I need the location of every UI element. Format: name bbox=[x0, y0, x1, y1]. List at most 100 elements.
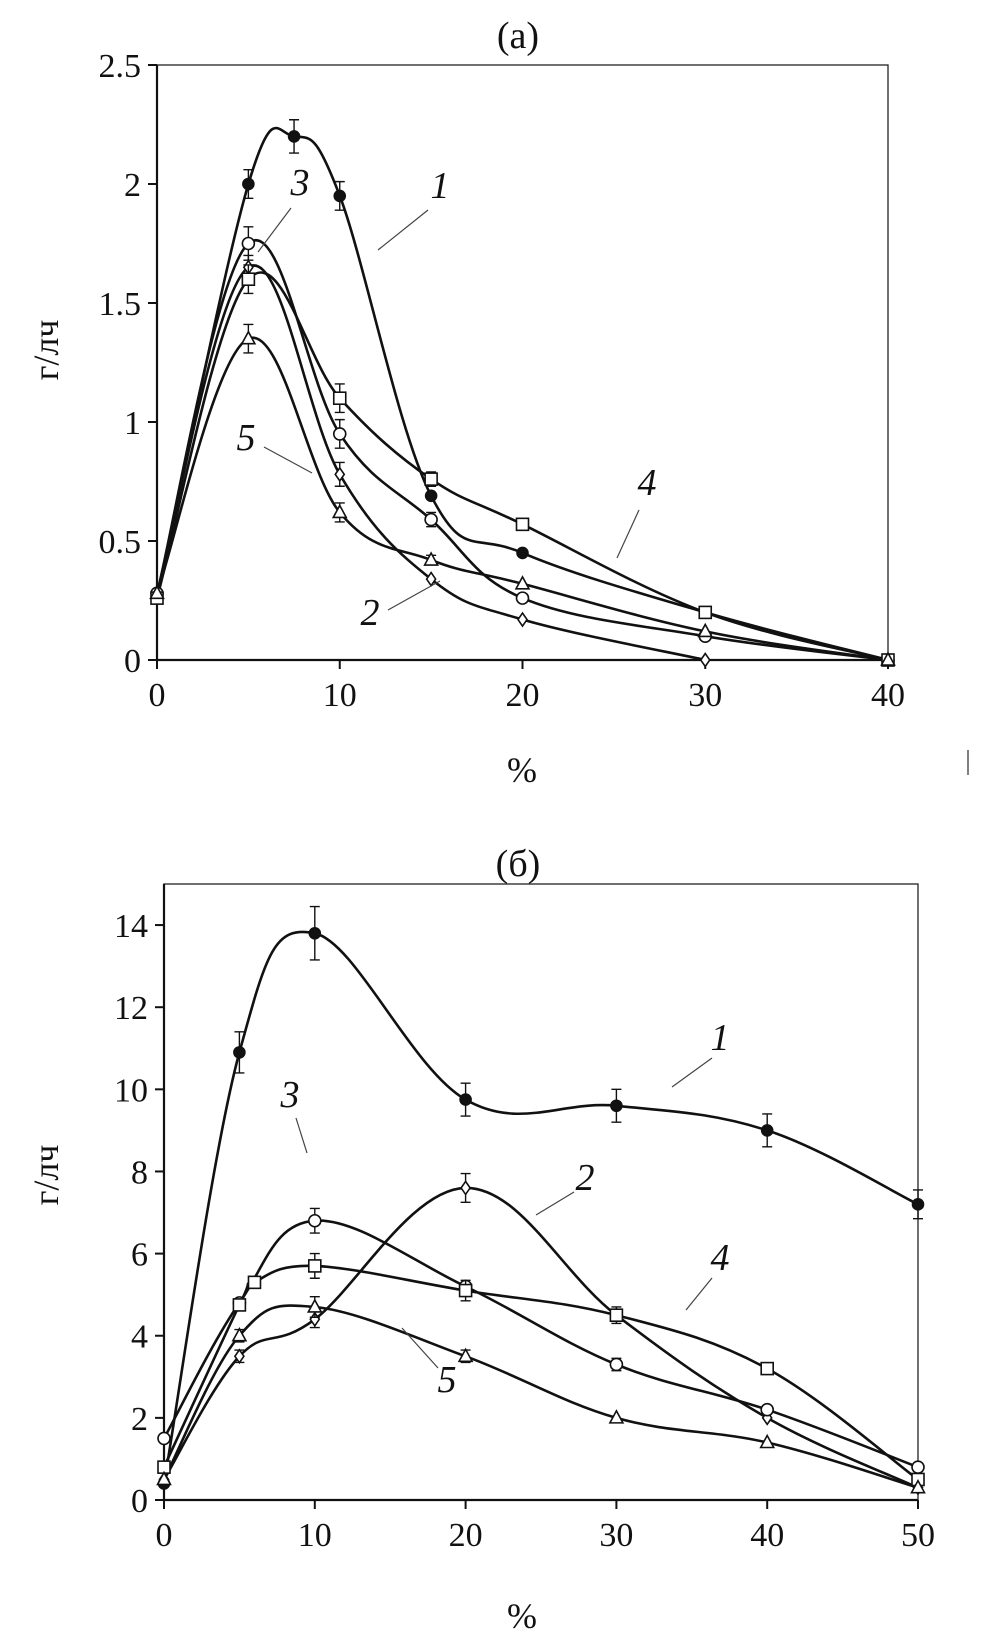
panel-a-series-3-point bbox=[515, 591, 530, 605]
panel-b-x-tick-label: 50 bbox=[901, 1517, 935, 1554]
panel-a-series-1-point bbox=[516, 546, 529, 560]
panel-a-series-5-point bbox=[240, 330, 257, 345]
panel-b-series-5-leader bbox=[401, 1327, 439, 1369]
panel-a-series-4-label: 4 bbox=[638, 462, 657, 504]
panel-b-series-1-point bbox=[760, 1124, 774, 1137]
panel-b-x-tick-label: 30 bbox=[599, 1517, 633, 1554]
panel-b-y-tick-label: 6 bbox=[131, 1237, 148, 1274]
panel-b-x-axis-label: % bbox=[507, 1596, 537, 1636]
panel-a-series-5-point bbox=[149, 584, 165, 600]
panel-b-series-3-point bbox=[157, 1431, 171, 1446]
panel-a-series-2-point bbox=[517, 611, 528, 628]
panel-a-series-3-leader bbox=[257, 207, 292, 253]
panel-a-series-2-label: 2 bbox=[361, 592, 380, 634]
panel-b-series-4-line bbox=[162, 1264, 919, 1481]
panel-b-series-2-point bbox=[233, 1348, 245, 1365]
panel-b-series-1-point bbox=[459, 1093, 472, 1106]
panel-a-series-4-leader bbox=[616, 509, 640, 559]
panel-a-series-1-point bbox=[287, 130, 301, 143]
panel-b-series-1-point bbox=[233, 1046, 246, 1059]
panel-b-series-4-point bbox=[609, 1308, 624, 1322]
panel-b-series-5-point bbox=[910, 1479, 926, 1494]
panel-b-series-2-point bbox=[460, 1179, 472, 1196]
panel-b-series-5-point bbox=[306, 1298, 323, 1313]
panel-a-y-tick-label: 0.5 bbox=[99, 524, 142, 561]
panel-a-series-4-point bbox=[515, 517, 530, 532]
panel-a-series-3-label: 3 bbox=[290, 162, 310, 204]
panel-b-series-5-point bbox=[156, 1470, 172, 1486]
panel-a-series-5-point bbox=[331, 503, 348, 519]
panel-b-y-tick-label: 2 bbox=[131, 1401, 148, 1438]
panel-b-series-1-point bbox=[610, 1099, 623, 1113]
panel-a-label: (а) bbox=[497, 15, 539, 57]
panel-b-series-5-point bbox=[457, 1347, 474, 1363]
panel-a-series-3-point bbox=[424, 512, 438, 527]
panel-a-x-tick-label: 30 bbox=[688, 677, 722, 714]
panel-a-y-axis-label: г/лч bbox=[26, 320, 66, 381]
panel-b-series-3-point bbox=[307, 1213, 322, 1228]
panel-b-frame bbox=[163, 883, 919, 1501]
panel-b-y-axis-label: г/лч bbox=[26, 1145, 66, 1206]
panel-a-series-1-point bbox=[242, 177, 255, 191]
panel-a-series-5-point bbox=[423, 551, 439, 566]
panel-a-series-4-point bbox=[698, 605, 713, 620]
panel-b-series-5-point bbox=[231, 1327, 248, 1342]
panel-a-series-1-label: 1 bbox=[431, 165, 450, 207]
panel-a-series-3-point bbox=[332, 427, 347, 441]
panel-a-y-tick-label: 1.5 bbox=[99, 286, 142, 323]
panel-b-series-4-point bbox=[760, 1361, 775, 1376]
panel-a-y-tick-label: 1 bbox=[124, 405, 141, 442]
panel-a-series-1-point bbox=[333, 189, 347, 203]
panel-b-x-tick-label: 40 bbox=[750, 1517, 784, 1554]
chart-panel-a: (а) г/лч % 0 10 20 30 40 0 0.5 1 1.5 2 2.5 1 2 3 4 5 bbox=[26, 15, 905, 790]
panel-a-series-2-point bbox=[699, 652, 711, 668]
panel-a-series-2-line bbox=[155, 264, 706, 662]
panel-b-series-3-point bbox=[760, 1402, 775, 1417]
panel-b-series-3-line bbox=[162, 1219, 919, 1469]
panel-a-series-4-point bbox=[424, 472, 438, 486]
panel-b-series-4-label: 4 bbox=[711, 1237, 730, 1279]
panel-a-y-tick-label: 2 bbox=[124, 167, 141, 204]
panel-b-series-2-leader bbox=[535, 1191, 575, 1216]
panel-a-series-5-point bbox=[697, 622, 714, 638]
panel-a-series-4-point bbox=[241, 272, 256, 287]
panel-b-series-3-point bbox=[609, 1357, 624, 1372]
panel-b-series-4-point bbox=[307, 1259, 322, 1273]
panel-a-x-axis-label: % bbox=[507, 750, 537, 790]
panel-a-series-3-point bbox=[241, 236, 256, 251]
panel-a-y-tick-label: 2.5 bbox=[99, 48, 142, 85]
panel-b-series-5-point bbox=[759, 1433, 776, 1449]
panel-b-series-5-label: 5 bbox=[438, 1359, 457, 1401]
panel-b-y-tick-label: 0 bbox=[131, 1483, 148, 1520]
panel-b-series-4-point bbox=[458, 1283, 473, 1298]
panel-b-label: (б) bbox=[496, 843, 541, 885]
panel-b-series-2-line bbox=[162, 1186, 919, 1489]
panel-b-series-1-label: 1 bbox=[711, 1017, 730, 1059]
panel-a-series-5-point bbox=[514, 575, 531, 590]
panel-a-series-5-leader bbox=[263, 446, 313, 474]
panel-a-series-2-point bbox=[334, 466, 346, 483]
panel-b-y-tick-label: 8 bbox=[131, 1154, 148, 1191]
panel-a-series-1-point bbox=[424, 489, 438, 503]
panel-a-x-tick-label: 20 bbox=[506, 677, 540, 714]
panel-a-x-tick-label: 40 bbox=[871, 677, 905, 714]
panel-a-series-4-point bbox=[332, 391, 347, 406]
panel-a-x-tick-label: 10 bbox=[323, 677, 357, 714]
panel-a-y-tick-label: 0 bbox=[124, 643, 141, 680]
panel-a-series-5-point bbox=[880, 651, 896, 666]
panel-b-series-1-leader bbox=[671, 1057, 713, 1088]
panel-b-series-1-point bbox=[911, 1198, 925, 1211]
panel-b-series-5-point bbox=[608, 1409, 625, 1424]
panel-a-series-2-leader bbox=[387, 580, 441, 611]
panel-a-series-1-leader bbox=[377, 209, 429, 251]
panel-a-series-1-line bbox=[155, 126, 889, 662]
panel-b-series-5-line bbox=[162, 1304, 919, 1489]
panel-b-series-4-point bbox=[247, 1275, 262, 1290]
panel-b-series-1-point bbox=[308, 926, 322, 940]
panel-b-x-tick-label: 20 bbox=[449, 1517, 483, 1554]
panel-b-series-3-point bbox=[911, 1460, 925, 1474]
panel-b-series-3-label: 3 bbox=[280, 1074, 300, 1116]
panel-a-frame bbox=[156, 64, 889, 661]
